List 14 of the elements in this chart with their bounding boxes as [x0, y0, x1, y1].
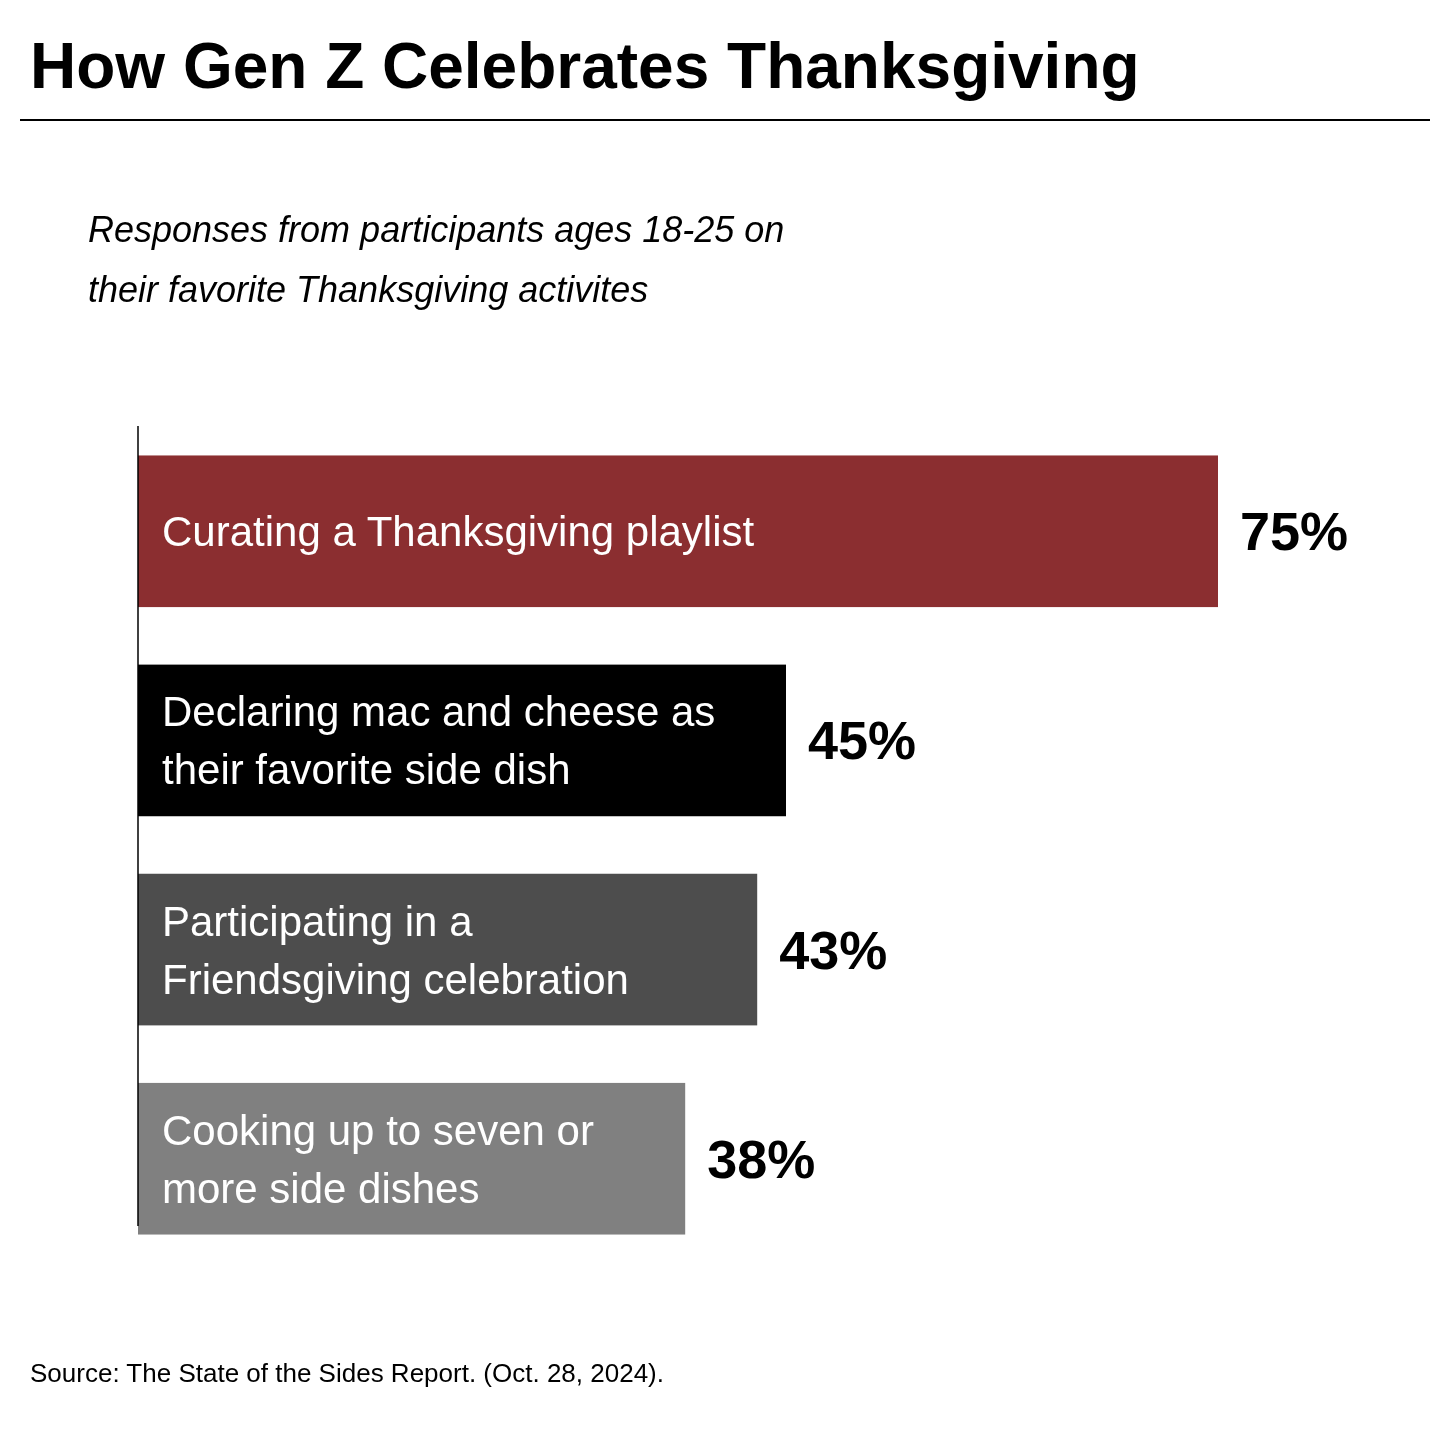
y-tick-label: Cooking up to seven or more side dishes	[162, 1106, 594, 1212]
y-tick-label: Curating a Thanksgiving playlist	[162, 508, 755, 556]
chart-subtitle: Responses from participants ages 18-25 on their favorite Thanksgiving activites	[88, 209, 785, 310]
y-tick-label: Participating in a Friendsgiving celebration	[162, 897, 629, 1003]
bar	[138, 1082, 686, 1235]
bar	[138, 873, 758, 1026]
y-tick-label: Declaring mac and cheese as their favorite side dish	[162, 688, 716, 794]
source-note: Source: The State of the Sides Report. (Oct. 28, 2024).	[30, 1358, 664, 1388]
data-label: 38%	[707, 1128, 816, 1189]
data-label: 75%	[1240, 501, 1349, 562]
bar	[138, 455, 1218, 608]
data-label: 45%	[808, 710, 917, 771]
chart-title: How Gen Z Celebrates Thanksgiving	[30, 30, 1140, 102]
data-label: 43%	[779, 919, 888, 980]
